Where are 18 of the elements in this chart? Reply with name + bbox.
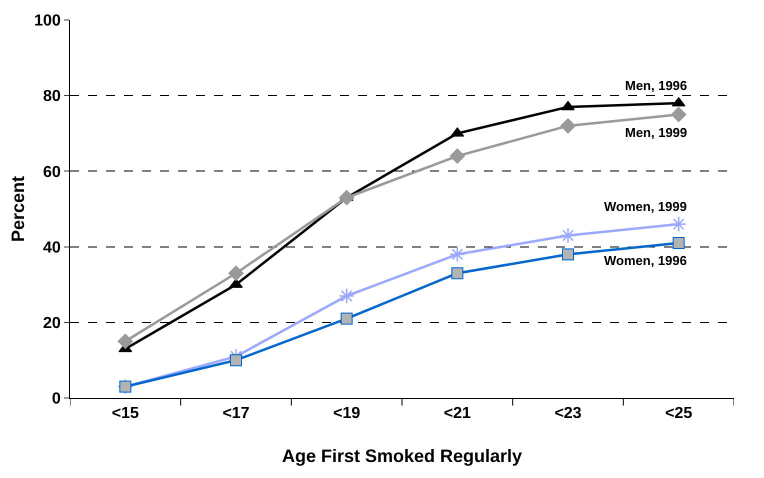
x-tick-label: <21 [444, 405, 471, 422]
y-tick-label: 100 [34, 12, 61, 30]
y-tick-label: 80 [43, 88, 61, 106]
x-axis-title: Age First Smoked Regularly [282, 446, 522, 466]
series-label: Men, 1996 [625, 78, 688, 93]
x-tick-label: <25 [665, 405, 692, 422]
y-tick-label: 60 [43, 164, 61, 181]
series-label: Women, 1999 [604, 199, 687, 214]
y-tick-label: 20 [43, 315, 61, 332]
series-label: Men, 1999 [625, 125, 688, 140]
x-tick-label: <15 [112, 405, 139, 422]
y-tick-label: 0 [52, 390, 61, 408]
series-label: Women, 1996 [604, 253, 687, 268]
y-tick-label: 40 [43, 239, 61, 256]
x-tick-label: <23 [554, 405, 582, 422]
y-axis-title: Percent [8, 176, 28, 242]
x-tick-label: <19 [333, 405, 360, 422]
x-tick-label: <17 [222, 405, 250, 422]
